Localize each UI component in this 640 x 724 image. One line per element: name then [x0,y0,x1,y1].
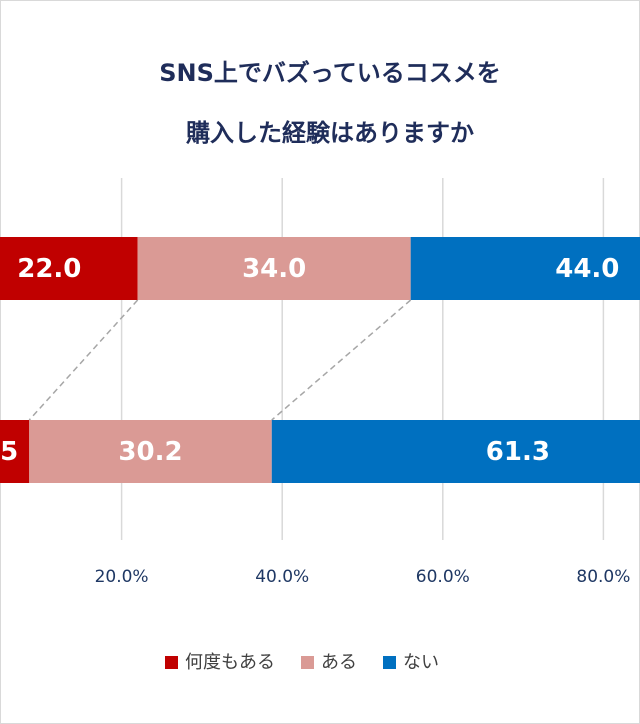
x-tick-label: 20.0% [95,567,149,587]
value-label: 8.5 [0,437,18,467]
legend-label: ない [403,652,439,673]
x-tick-label: 80.0% [576,567,630,587]
bar-segment [0,237,138,300]
bar-segment [137,237,411,300]
value-label: 44.0 [555,254,619,284]
chart-title: 購入した経験はありますか [186,119,474,147]
bar-segment [410,237,640,300]
legend-swatch [383,656,396,669]
value-label: 22.0 [17,254,81,284]
bar-segment [29,420,272,483]
chart-title: SNS上でバズっているコスメを [159,59,500,87]
series-connector [271,299,412,421]
value-label: 34.0 [242,254,306,284]
legend-swatch [301,656,314,669]
bar-segment [0,420,30,483]
legend-label: ある [321,652,357,673]
x-tick-label: 40.0% [255,567,309,587]
series-connector [28,299,139,421]
legend-label: 何度もある [185,652,275,673]
x-tick-label: 60.0% [416,567,470,587]
value-label: 30.2 [118,437,182,467]
value-label: 61.3 [486,437,550,467]
legend-swatch [165,656,178,669]
bar-segment [271,420,640,483]
